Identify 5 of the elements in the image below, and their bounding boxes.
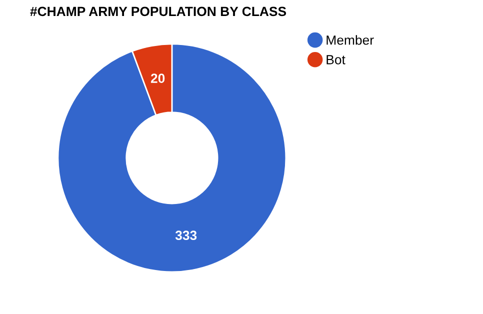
data-label: 20 (150, 74, 165, 83)
data-label: 333 (175, 230, 197, 240)
legend-label: Bot (326, 55, 346, 64)
chart-title: #CHAMP ARMY POPULATION BY CLASS (30, 6, 286, 16)
legend-label: Member (326, 35, 374, 45)
